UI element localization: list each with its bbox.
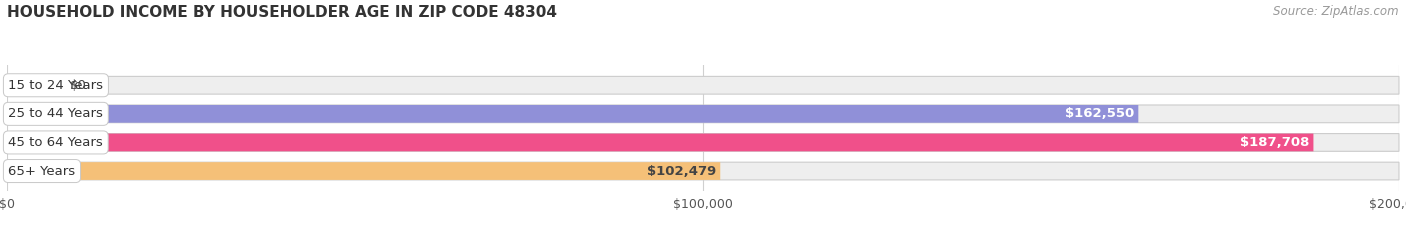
Text: $0: $0: [70, 79, 87, 92]
FancyBboxPatch shape: [7, 76, 49, 94]
Text: HOUSEHOLD INCOME BY HOUSEHOLDER AGE IN ZIP CODE 48304: HOUSEHOLD INCOME BY HOUSEHOLDER AGE IN Z…: [7, 5, 557, 20]
FancyBboxPatch shape: [7, 162, 720, 180]
Text: Source: ZipAtlas.com: Source: ZipAtlas.com: [1274, 5, 1399, 18]
FancyBboxPatch shape: [7, 105, 1139, 123]
Text: 15 to 24 Years: 15 to 24 Years: [8, 79, 104, 92]
Text: $187,708: $187,708: [1240, 136, 1309, 149]
FancyBboxPatch shape: [7, 162, 1399, 180]
FancyBboxPatch shape: [7, 134, 1399, 151]
Text: 25 to 44 Years: 25 to 44 Years: [8, 107, 103, 120]
FancyBboxPatch shape: [7, 76, 1399, 94]
Text: $102,479: $102,479: [647, 164, 716, 178]
FancyBboxPatch shape: [7, 105, 1399, 123]
Text: 65+ Years: 65+ Years: [8, 164, 76, 178]
Text: $162,550: $162,550: [1064, 107, 1135, 120]
Text: 45 to 64 Years: 45 to 64 Years: [8, 136, 103, 149]
FancyBboxPatch shape: [7, 134, 1313, 151]
